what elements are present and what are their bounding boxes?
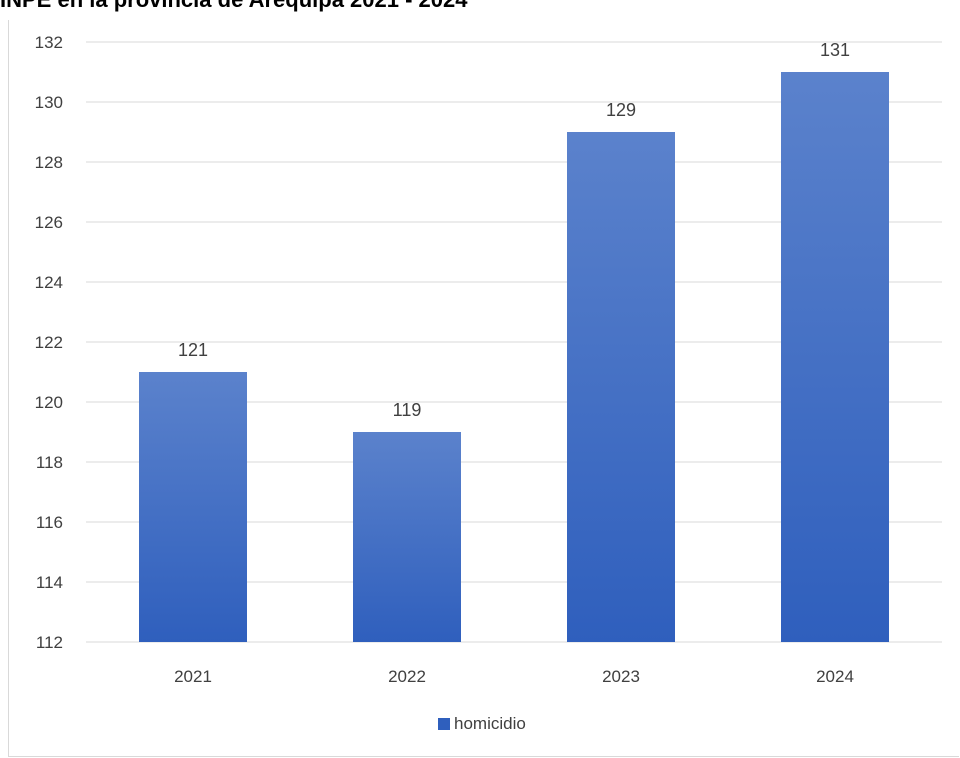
y-tick-label: 122	[35, 333, 63, 352]
y-tick-label: 114	[36, 573, 63, 592]
bar	[139, 372, 247, 642]
y-tick-label: 132	[35, 33, 63, 52]
y-tick-label: 128	[35, 153, 63, 172]
data-label: 129	[606, 100, 636, 120]
x-tick-label: 2021	[174, 667, 212, 686]
x-tick-label: 2024	[816, 667, 854, 686]
x-tick-label: 2022	[388, 667, 426, 686]
y-tick-label: 118	[36, 453, 63, 472]
data-label: 119	[393, 400, 422, 420]
y-tick-label: 124	[35, 273, 63, 292]
y-tick-label: 126	[35, 213, 63, 232]
data-label: 131	[820, 40, 850, 60]
y-tick-label: 130	[35, 93, 63, 112]
y-tick-label: 120	[35, 393, 63, 412]
y-tick-label: 112	[36, 633, 63, 652]
bar	[353, 432, 461, 642]
y-tick-label: 116	[36, 513, 63, 532]
bar	[781, 72, 889, 642]
chart-title: INPE en la provincia de Arequipa 2021 - …	[0, 0, 468, 14]
data-label: 121	[178, 340, 208, 360]
chart-frame	[8, 20, 959, 757]
legend-swatch	[438, 718, 450, 730]
bar	[567, 132, 675, 642]
x-tick-label: 2023	[602, 667, 640, 686]
legend-label: homicidio	[454, 714, 526, 733]
